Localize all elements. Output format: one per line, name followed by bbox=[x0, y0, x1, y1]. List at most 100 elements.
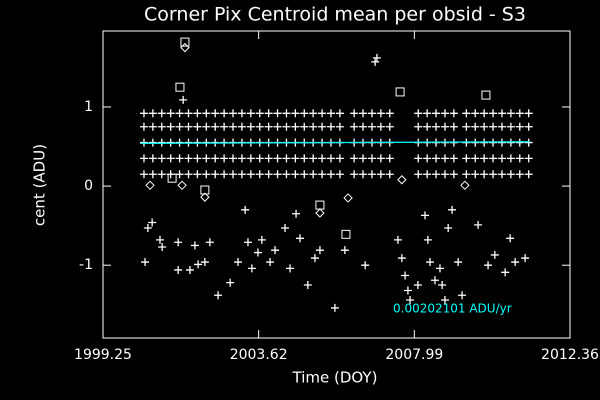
plus-marker bbox=[309, 122, 318, 131]
plus-marker bbox=[220, 170, 229, 179]
plus-marker bbox=[202, 122, 211, 131]
plus-marker bbox=[179, 95, 188, 104]
plus-marker bbox=[406, 296, 415, 305]
plus-marker bbox=[506, 234, 515, 243]
plus-marker bbox=[350, 109, 359, 118]
x-tick-label: 2012.36 bbox=[541, 347, 599, 363]
plus-marker bbox=[157, 154, 166, 163]
y-tick-label: -1 bbox=[79, 257, 93, 273]
plus-marker bbox=[148, 109, 157, 118]
plus-marker bbox=[489, 122, 498, 131]
plus-marker bbox=[211, 170, 220, 179]
fit-line bbox=[140, 141, 531, 144]
plus-marker bbox=[246, 122, 255, 131]
plus-marker bbox=[253, 248, 262, 257]
plus-marker bbox=[237, 109, 246, 118]
plus-marker bbox=[506, 122, 515, 131]
plus-marker bbox=[414, 170, 423, 179]
square-marker bbox=[395, 87, 405, 97]
plus-marker bbox=[393, 235, 402, 244]
plus-marker bbox=[264, 154, 273, 163]
plus-marker bbox=[166, 109, 175, 118]
plus-marker bbox=[330, 303, 339, 312]
diamond-marker bbox=[200, 192, 210, 202]
plus-marker bbox=[423, 154, 432, 163]
plus-marker bbox=[243, 238, 252, 247]
plus-marker bbox=[139, 154, 148, 163]
y-tick-label: 0 bbox=[84, 178, 93, 194]
plus-marker bbox=[350, 154, 359, 163]
plus-marker bbox=[247, 264, 256, 273]
plus-marker bbox=[440, 122, 449, 131]
plus-marker bbox=[454, 258, 463, 267]
plus-marker bbox=[367, 170, 376, 179]
plus-marker bbox=[264, 122, 273, 131]
plus-marker bbox=[166, 122, 175, 131]
plus-marker bbox=[359, 154, 368, 163]
plus-marker bbox=[367, 109, 376, 118]
plus-marker bbox=[432, 122, 441, 131]
plus-marker bbox=[480, 109, 489, 118]
plus-marker bbox=[193, 109, 202, 118]
plus-marker bbox=[273, 154, 282, 163]
plus-marker bbox=[515, 138, 524, 147]
x-tick-label: 2003.62 bbox=[230, 347, 288, 363]
plus-marker bbox=[432, 154, 441, 163]
plus-marker bbox=[449, 122, 458, 131]
plus-marker bbox=[237, 122, 246, 131]
square-marker bbox=[200, 185, 210, 195]
plus-marker bbox=[449, 154, 458, 163]
plus-marker bbox=[414, 109, 423, 118]
plus-marker bbox=[184, 122, 193, 131]
plus-marker bbox=[139, 109, 148, 118]
plus-marker bbox=[326, 170, 335, 179]
plus-marker bbox=[148, 122, 157, 131]
plus-marker bbox=[372, 53, 381, 62]
plus-marker bbox=[310, 254, 319, 263]
plus-marker bbox=[282, 170, 291, 179]
plus-marker bbox=[480, 154, 489, 163]
square-marker bbox=[180, 37, 190, 47]
plus-marker bbox=[335, 170, 344, 179]
plus-marker bbox=[462, 122, 471, 131]
square-marker bbox=[315, 200, 325, 210]
plus-marker bbox=[139, 122, 148, 131]
plus-marker bbox=[148, 170, 157, 179]
plus-marker bbox=[449, 109, 458, 118]
plus-marker bbox=[506, 154, 515, 163]
plus-marker bbox=[506, 138, 515, 147]
plus-marker bbox=[489, 138, 498, 147]
plus-marker bbox=[497, 154, 506, 163]
plus-marker bbox=[318, 170, 327, 179]
square-marker bbox=[481, 90, 491, 100]
plus-marker bbox=[497, 109, 506, 118]
plus-marker bbox=[385, 154, 394, 163]
plus-marker bbox=[440, 154, 449, 163]
plus-marker bbox=[157, 138, 166, 147]
plus-marker bbox=[326, 154, 335, 163]
plus-marker bbox=[211, 122, 220, 131]
plus-marker bbox=[480, 122, 489, 131]
diamond-marker bbox=[397, 175, 407, 185]
plus-marker bbox=[282, 154, 291, 163]
plus-marker bbox=[234, 258, 243, 267]
plus-marker bbox=[184, 170, 193, 179]
plus-marker bbox=[326, 122, 335, 131]
diamond-marker bbox=[145, 180, 155, 190]
plus-marker bbox=[158, 243, 167, 252]
plus-marker bbox=[211, 154, 220, 163]
plus-marker bbox=[291, 122, 300, 131]
plus-marker bbox=[490, 250, 499, 259]
slope-annotation: 0.00202101 ADU/yr bbox=[393, 302, 512, 316]
plus-marker bbox=[318, 122, 327, 131]
plus-marker bbox=[257, 235, 266, 244]
plus-marker bbox=[200, 258, 209, 267]
plus-marker bbox=[291, 154, 300, 163]
plus-marker bbox=[414, 154, 423, 163]
y-tick-label: 1 bbox=[84, 99, 93, 115]
plus-marker bbox=[255, 109, 264, 118]
plus-marker bbox=[193, 170, 202, 179]
plus-marker bbox=[291, 109, 300, 118]
